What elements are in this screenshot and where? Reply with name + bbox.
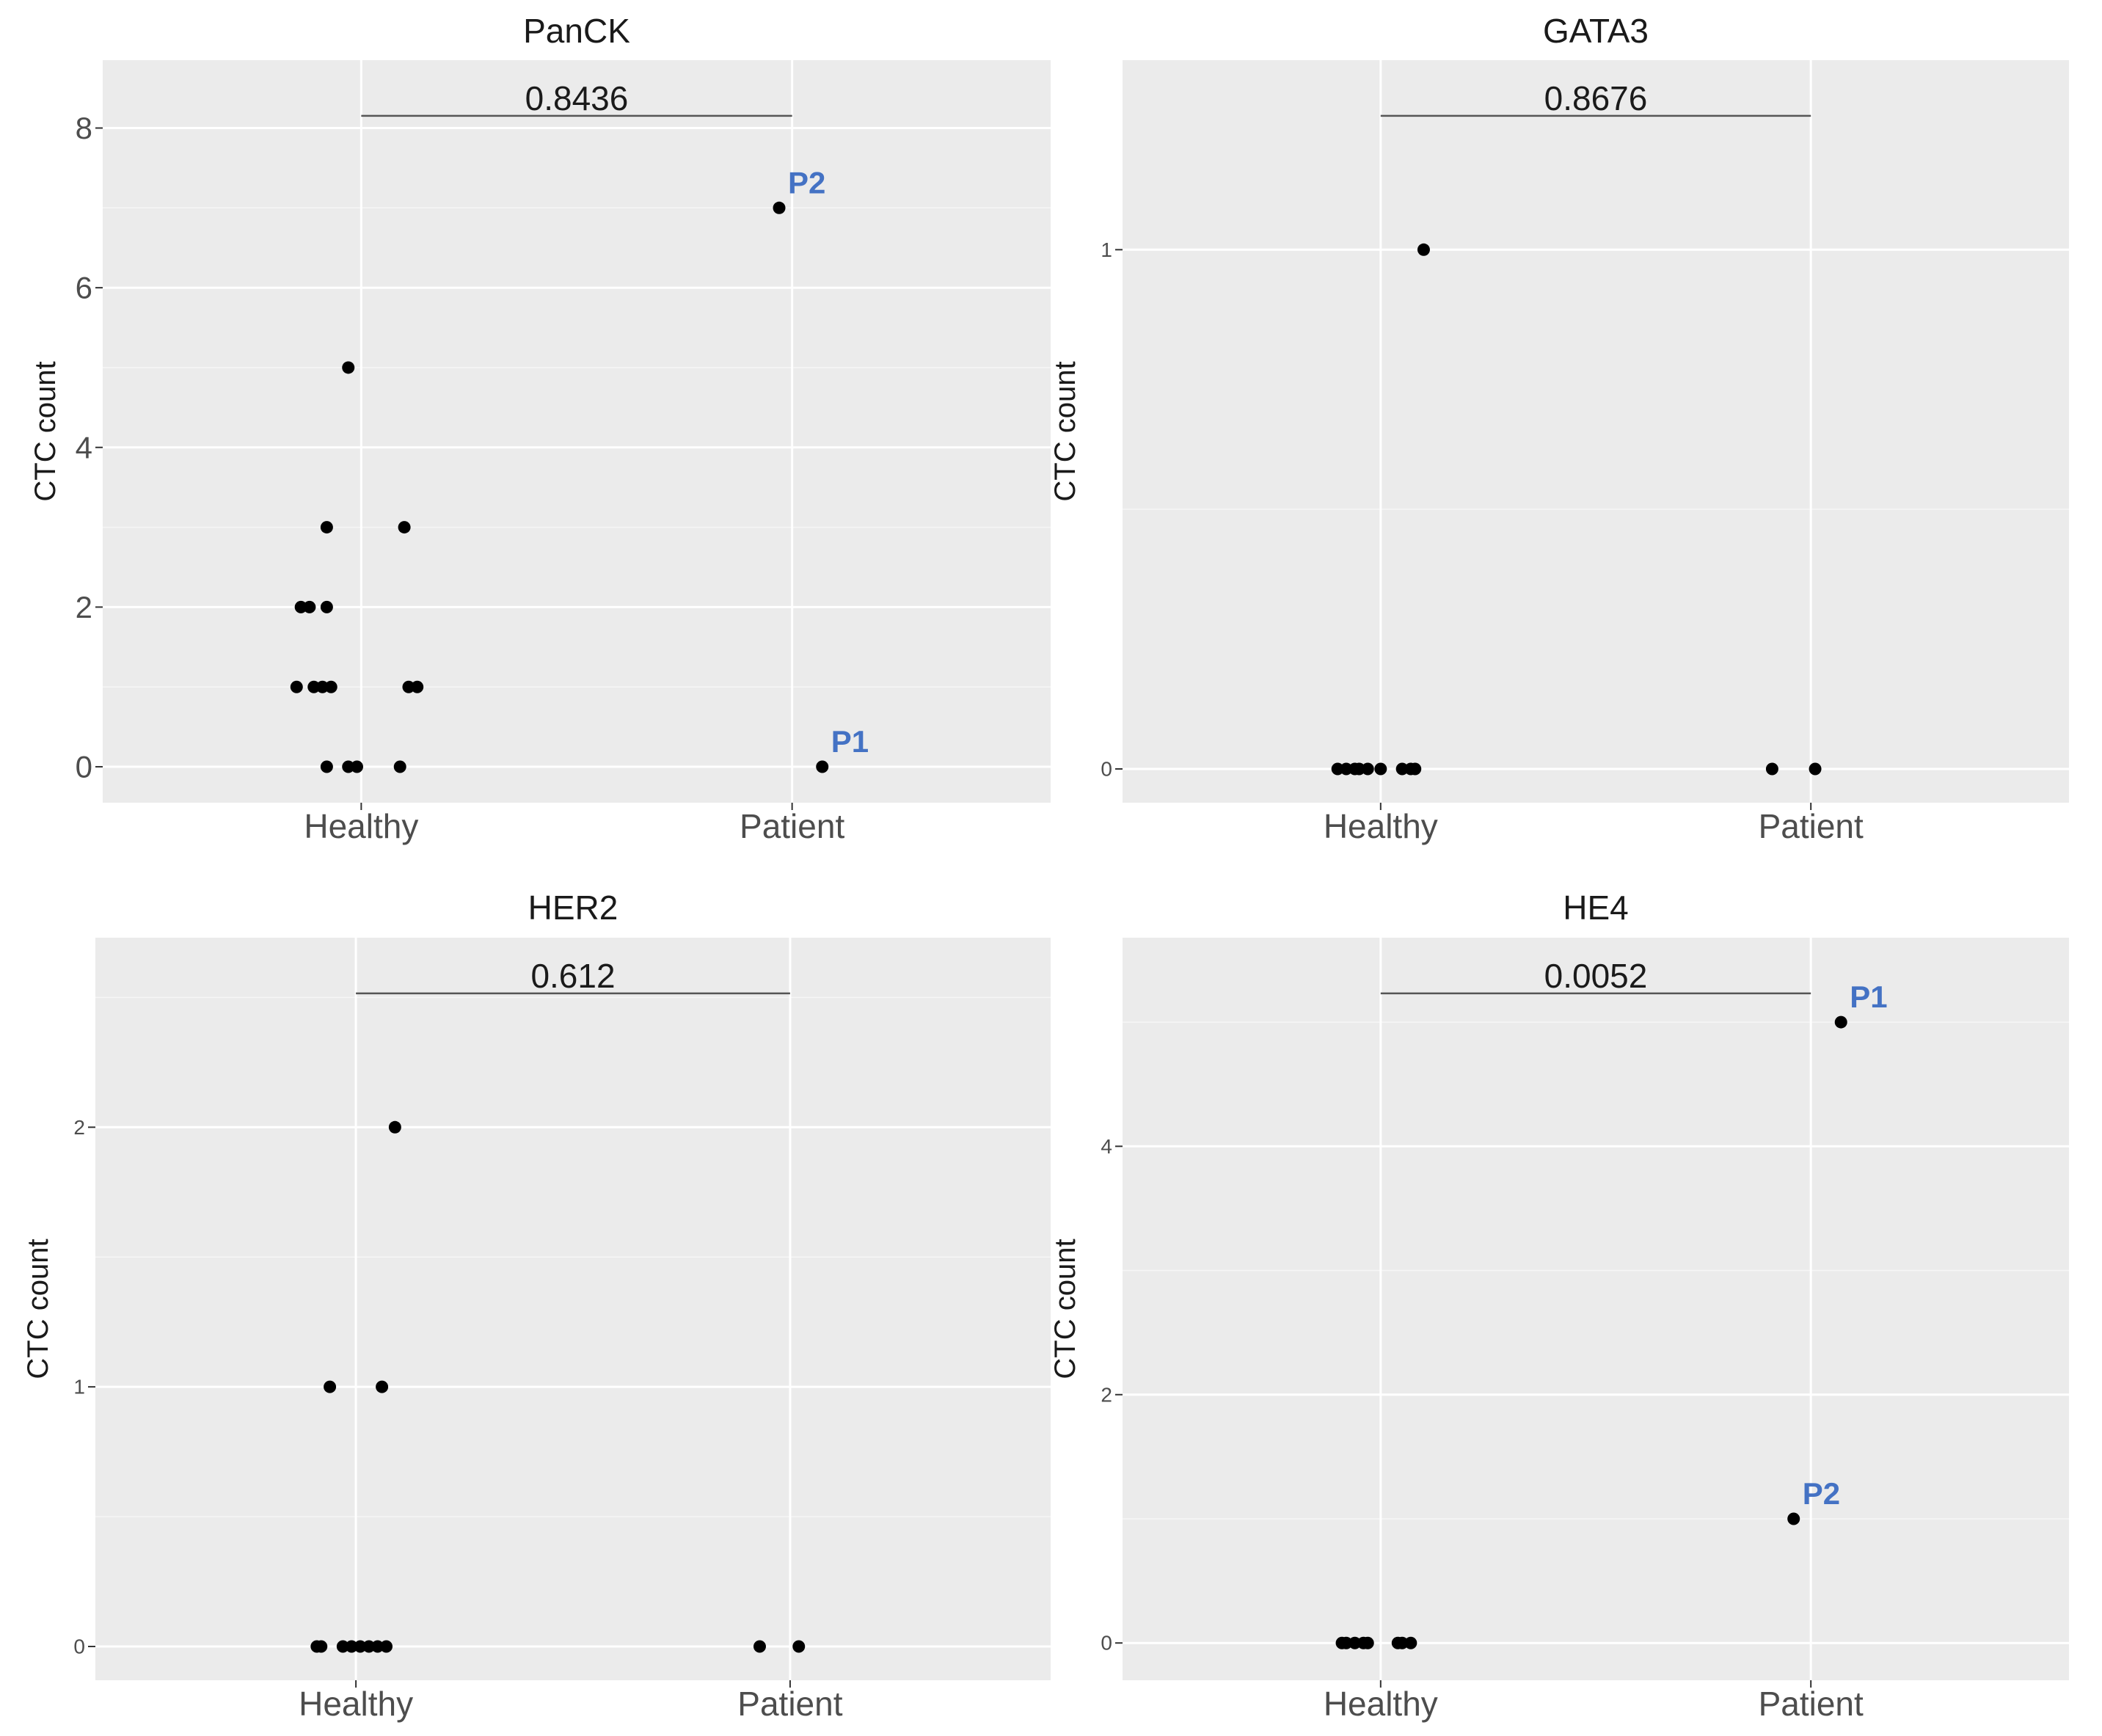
- p-value-label: 0.8436: [525, 79, 629, 117]
- p-value-label: 0.8676: [1544, 79, 1648, 117]
- data-point-healthy: [371, 1640, 384, 1653]
- data-point-healthy: [1417, 243, 1430, 256]
- data-point-patient: [1809, 762, 1822, 776]
- x-tick-label-healthy: Healthy: [1324, 807, 1438, 845]
- panel-panck: 0 2 4 6 8 Healthy Patient PanCK CTC count 0.8436 P…: [29, 12, 1051, 845]
- data-point-healthy: [1331, 762, 1344, 776]
- x-tick-label-patient: Patient: [1759, 1685, 1864, 1723]
- panel-he4: 0 2 4 Healthy Patient HE4 CTC count 0.0052 P1 P2: [1049, 889, 2069, 1723]
- data-point-patient: [1834, 1015, 1847, 1029]
- y-tick-label: 0: [76, 750, 92, 784]
- data-point-healthy: [342, 760, 355, 773]
- data-point-healthy: [398, 521, 411, 534]
- data-point-healthy: [336, 1640, 349, 1653]
- x-tick-label-patient: Patient: [740, 807, 844, 845]
- data-point-healthy: [345, 1640, 358, 1653]
- plot-background: [1123, 938, 2069, 1680]
- y-axis-label: CTC count: [29, 361, 62, 501]
- y-tick-label: 1: [1101, 238, 1112, 261]
- y-axis-label: CTC count: [1049, 361, 1081, 501]
- x-tick-label-healthy: Healthy: [299, 1685, 413, 1723]
- data-point-healthy: [411, 680, 424, 693]
- data-point-patient: [1765, 762, 1778, 776]
- p-value-label: 0.612: [530, 957, 615, 995]
- plot-background: [1123, 60, 2069, 803]
- data-point-healthy: [324, 680, 337, 693]
- y-tick-label: 2: [76, 590, 92, 624]
- data-point-healthy: [1353, 762, 1365, 776]
- y-axis-label: CTC count: [22, 1239, 54, 1379]
- data-point-healthy: [1349, 1636, 1362, 1649]
- point-label-p2: P2: [1803, 1476, 1840, 1511]
- panel-title: GATA3: [1543, 12, 1649, 50]
- panel-title: HE4: [1563, 889, 1628, 927]
- data-point-healthy: [1361, 1636, 1374, 1649]
- point-label-p2: P2: [788, 165, 825, 200]
- y-tick-label: 4: [1101, 1135, 1112, 1158]
- y-tick-label: 2: [73, 1116, 85, 1139]
- y-tick-label: 1: [73, 1376, 85, 1398]
- y-axis-label: CTC count: [1049, 1239, 1081, 1379]
- data-point-healthy: [393, 760, 406, 773]
- panel-her2: 0 1 2 Healthy Patient HER2 CTC count 0.612: [22, 889, 1051, 1723]
- data-point-healthy: [324, 1380, 337, 1393]
- x-tick-label-patient: Patient: [1759, 807, 1864, 845]
- panel-title: HER2: [528, 889, 618, 927]
- data-point-patient: [816, 760, 829, 773]
- plot-background: [103, 60, 1051, 803]
- data-point-healthy: [1404, 1636, 1417, 1649]
- y-tick-label: 4: [76, 430, 92, 464]
- data-point-healthy: [1374, 762, 1387, 776]
- data-point-healthy: [303, 600, 316, 613]
- y-tick-label: 0: [73, 1635, 85, 1658]
- p-value-label: 0.0052: [1544, 957, 1648, 995]
- data-point-healthy: [1361, 762, 1374, 776]
- data-point-patient: [773, 201, 786, 214]
- data-point-healthy: [354, 1640, 367, 1653]
- y-tick-label: 2: [1101, 1383, 1112, 1406]
- data-point-healthy: [1340, 762, 1353, 776]
- data-point-healthy: [402, 680, 415, 693]
- data-point-healthy: [350, 760, 363, 773]
- data-point-patient: [1787, 1512, 1800, 1525]
- x-tick-label-patient: Patient: [737, 1685, 842, 1723]
- data-point-healthy: [380, 1640, 393, 1653]
- data-point-healthy: [320, 600, 333, 613]
- data-point-healthy: [1395, 1636, 1409, 1649]
- y-tick-label: 8: [76, 111, 92, 145]
- data-point-healthy: [388, 1120, 401, 1134]
- panel-gata3: 0 1 Healthy Patient GATA3 CTC count 0.8676: [1049, 12, 2069, 845]
- data-point-healthy: [307, 680, 321, 693]
- data-point-patient: [753, 1640, 766, 1653]
- data-point-healthy: [316, 680, 329, 693]
- point-label-p1: P1: [831, 724, 869, 759]
- plot-background: [95, 938, 1051, 1680]
- data-point-healthy: [1409, 762, 1422, 776]
- x-tick-label-healthy: Healthy: [304, 807, 418, 845]
- data-point-healthy: [315, 1640, 328, 1653]
- data-point-healthy: [342, 361, 355, 374]
- y-tick-label: 0: [1101, 1632, 1112, 1655]
- y-tick-label: 0: [1101, 758, 1112, 781]
- data-point-healthy: [290, 680, 303, 693]
- y-tick-label: 6: [76, 271, 92, 305]
- data-point-healthy: [1340, 1636, 1353, 1649]
- point-label-p1: P1: [1850, 980, 1887, 1014]
- data-point-healthy: [294, 600, 307, 613]
- data-point-healthy: [320, 760, 333, 773]
- data-point-healthy: [362, 1640, 376, 1653]
- data-point-healthy: [1395, 762, 1409, 776]
- panel-title: PanCK: [523, 12, 630, 50]
- data-point-healthy: [320, 521, 333, 534]
- data-point-patient: [792, 1640, 806, 1653]
- x-tick-label-healthy: Healthy: [1324, 1685, 1438, 1723]
- data-point-healthy: [376, 1380, 389, 1393]
